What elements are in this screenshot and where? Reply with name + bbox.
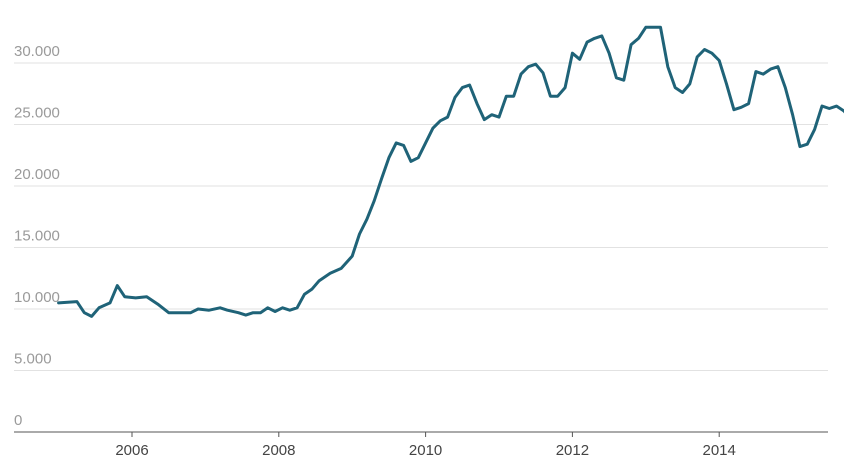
series-lines bbox=[57, 25, 844, 318]
y-tick-label: 5.000 bbox=[14, 351, 52, 368]
x-tick-label: 2012 bbox=[556, 442, 589, 459]
series-line-0 bbox=[57, 25, 844, 318]
gridlines bbox=[14, 62, 828, 371]
y-tick-label: 15.000 bbox=[14, 228, 60, 245]
x-tick-label: 2008 bbox=[262, 442, 295, 459]
x-tick-label: 2014 bbox=[703, 442, 736, 459]
y-tick-label: 10.000 bbox=[14, 289, 60, 306]
y-axis-labels: 0 5.000 10.000 15.000 20.000 25.000 30.000 bbox=[14, 43, 60, 429]
y-tick-label: 0 bbox=[14, 412, 22, 429]
x-tick-label: 2010 bbox=[409, 442, 442, 459]
y-tick-label: 25.000 bbox=[14, 105, 60, 122]
y-tick-label: 20.000 bbox=[14, 166, 60, 183]
x-tick-label: 2006 bbox=[115, 442, 148, 459]
y-tick-label: 30.000 bbox=[14, 43, 60, 60]
x-axis: 2006200820102012201420162018202020222024 bbox=[14, 431, 828, 459]
